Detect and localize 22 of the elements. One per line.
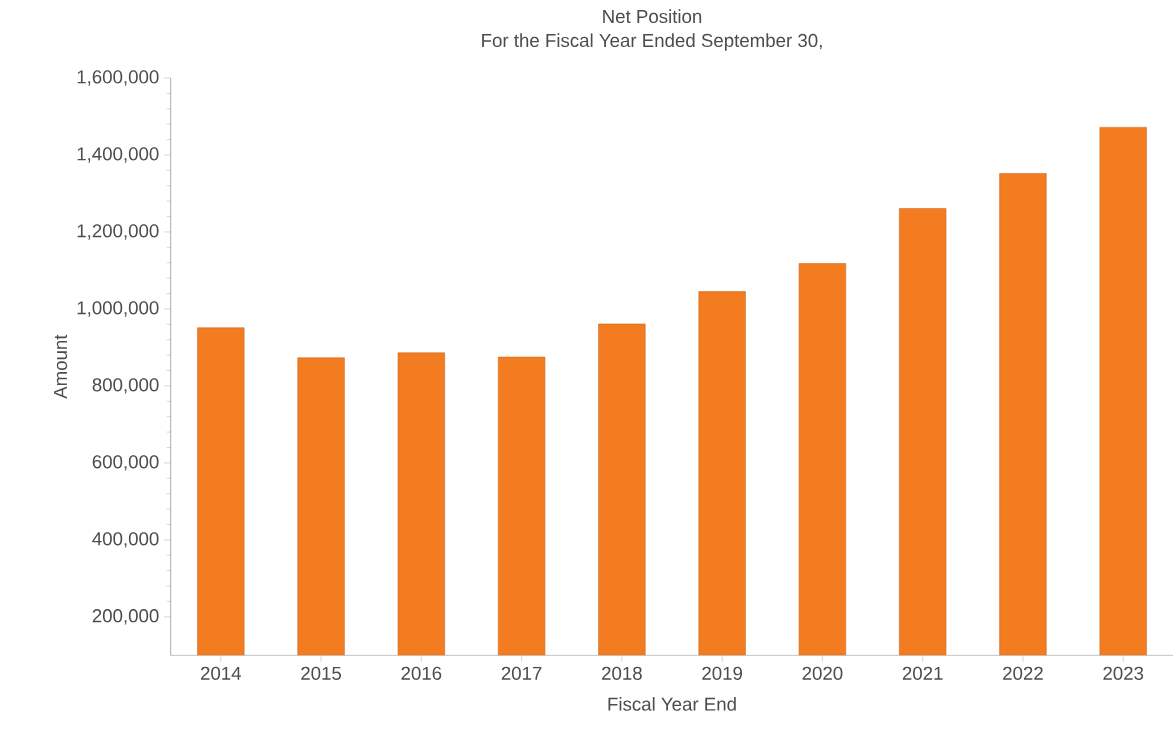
- y-tick-label: 1,400,000: [77, 147, 159, 163]
- x-tick-label: 2015: [301, 666, 342, 680]
- x-tick-label: 2019: [702, 666, 743, 680]
- y-tick-label: 200,000: [92, 609, 159, 625]
- y-tick-label: 600,000: [92, 455, 159, 471]
- y-tick-label: 1,000,000: [77, 301, 159, 317]
- x-tick-label: 2018: [602, 666, 642, 680]
- x-tick-label: 2023: [1103, 666, 1144, 680]
- chart-subtitle: For the Fiscal Year Ended September 30,: [482, 33, 822, 51]
- x-tick-label: 2020: [802, 666, 843, 680]
- chart-title: Net Position: [603, 9, 702, 24]
- y-tick-label: 1,600,000: [77, 70, 159, 86]
- x-tick-label: 2014: [200, 666, 241, 680]
- x-axis-title: Fiscal Year End: [608, 697, 736, 711]
- x-tick-label: 2016: [401, 666, 442, 680]
- x-tick-label: 2017: [501, 666, 542, 680]
- y-axis-title: Amount: [54, 334, 68, 399]
- y-tick-label: 400,000: [92, 532, 159, 548]
- x-tick-label: 2022: [1003, 666, 1043, 680]
- y-tick-label: 800,000: [92, 378, 159, 394]
- y-tick-label: 1,200,000: [77, 224, 159, 240]
- x-tick-label: 2021: [902, 666, 943, 680]
